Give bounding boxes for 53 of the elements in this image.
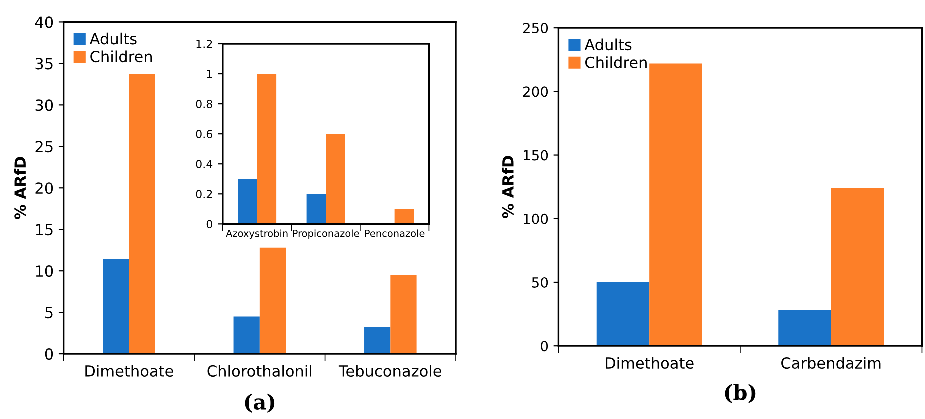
bar bbox=[326, 134, 346, 224]
y-axis-title: % ARfD bbox=[502, 156, 514, 218]
bar bbox=[831, 188, 884, 346]
y-tick-label: 5 bbox=[46, 307, 53, 319]
y-tick-label: 15 bbox=[36, 224, 53, 236]
bar bbox=[129, 74, 156, 354]
y-tick-label: 0.4 bbox=[196, 160, 213, 168]
text: (a) bbox=[245, 394, 275, 413]
x-tick-label: Propiconazole bbox=[293, 230, 360, 240]
y-tick-label: 0 bbox=[541, 341, 548, 352]
bar bbox=[778, 310, 832, 346]
y-tick-label: 0.8 bbox=[196, 100, 212, 108]
y-tick-label: 0 bbox=[206, 220, 212, 229]
x-tick-label: Tebuconazole bbox=[338, 365, 442, 377]
bar bbox=[234, 316, 260, 354]
y-axis-title: % ARfD bbox=[14, 157, 26, 220]
y-tick-label: 1.2 bbox=[196, 40, 212, 48]
y-tick-label: 200 bbox=[523, 86, 548, 98]
y-tick-label: 35 bbox=[36, 58, 53, 70]
y-tick-label: 0.6 bbox=[196, 130, 213, 138]
bar bbox=[103, 259, 130, 354]
legend-label: Children bbox=[586, 56, 647, 68]
y-tick-label: 1 bbox=[207, 70, 212, 78]
bar bbox=[596, 282, 650, 346]
x-tick-label: Carbendazim bbox=[782, 357, 881, 370]
y-tick-label: 50 bbox=[532, 277, 548, 288]
text: (b) bbox=[725, 384, 756, 404]
bar bbox=[260, 248, 286, 354]
legend-label: Children bbox=[90, 50, 152, 63]
legend-label: Adults bbox=[584, 38, 632, 51]
y-tick-label: 10 bbox=[36, 266, 54, 278]
bar bbox=[394, 209, 414, 224]
y-tick-label: 150 bbox=[524, 150, 548, 161]
y-tick-label: 100 bbox=[524, 214, 548, 224]
bar bbox=[364, 328, 391, 354]
y-tick-label: 0 bbox=[45, 348, 54, 360]
legend-label: Adults bbox=[90, 32, 137, 45]
y-tick-label: 250 bbox=[523, 23, 548, 34]
y-tick-label: 30 bbox=[36, 100, 54, 112]
x-tick-label: Azoxystrobin bbox=[226, 230, 288, 240]
y-tick-label: 20 bbox=[36, 182, 54, 194]
bar bbox=[390, 275, 417, 354]
bar bbox=[650, 64, 702, 346]
y-tick-label: 0.2 bbox=[196, 190, 212, 199]
bar bbox=[306, 194, 326, 224]
x-tick-label: Dimethoate bbox=[606, 357, 694, 370]
x-tick-label: Chlorothalonil bbox=[208, 365, 312, 377]
x-tick-label: Penconazole bbox=[365, 230, 425, 238]
y-tick-label: 40 bbox=[35, 16, 54, 28]
bar bbox=[238, 179, 258, 224]
y-tick-label: 25 bbox=[36, 141, 53, 153]
x-tick-label: Dimethoate bbox=[86, 365, 174, 377]
bar bbox=[257, 74, 277, 224]
